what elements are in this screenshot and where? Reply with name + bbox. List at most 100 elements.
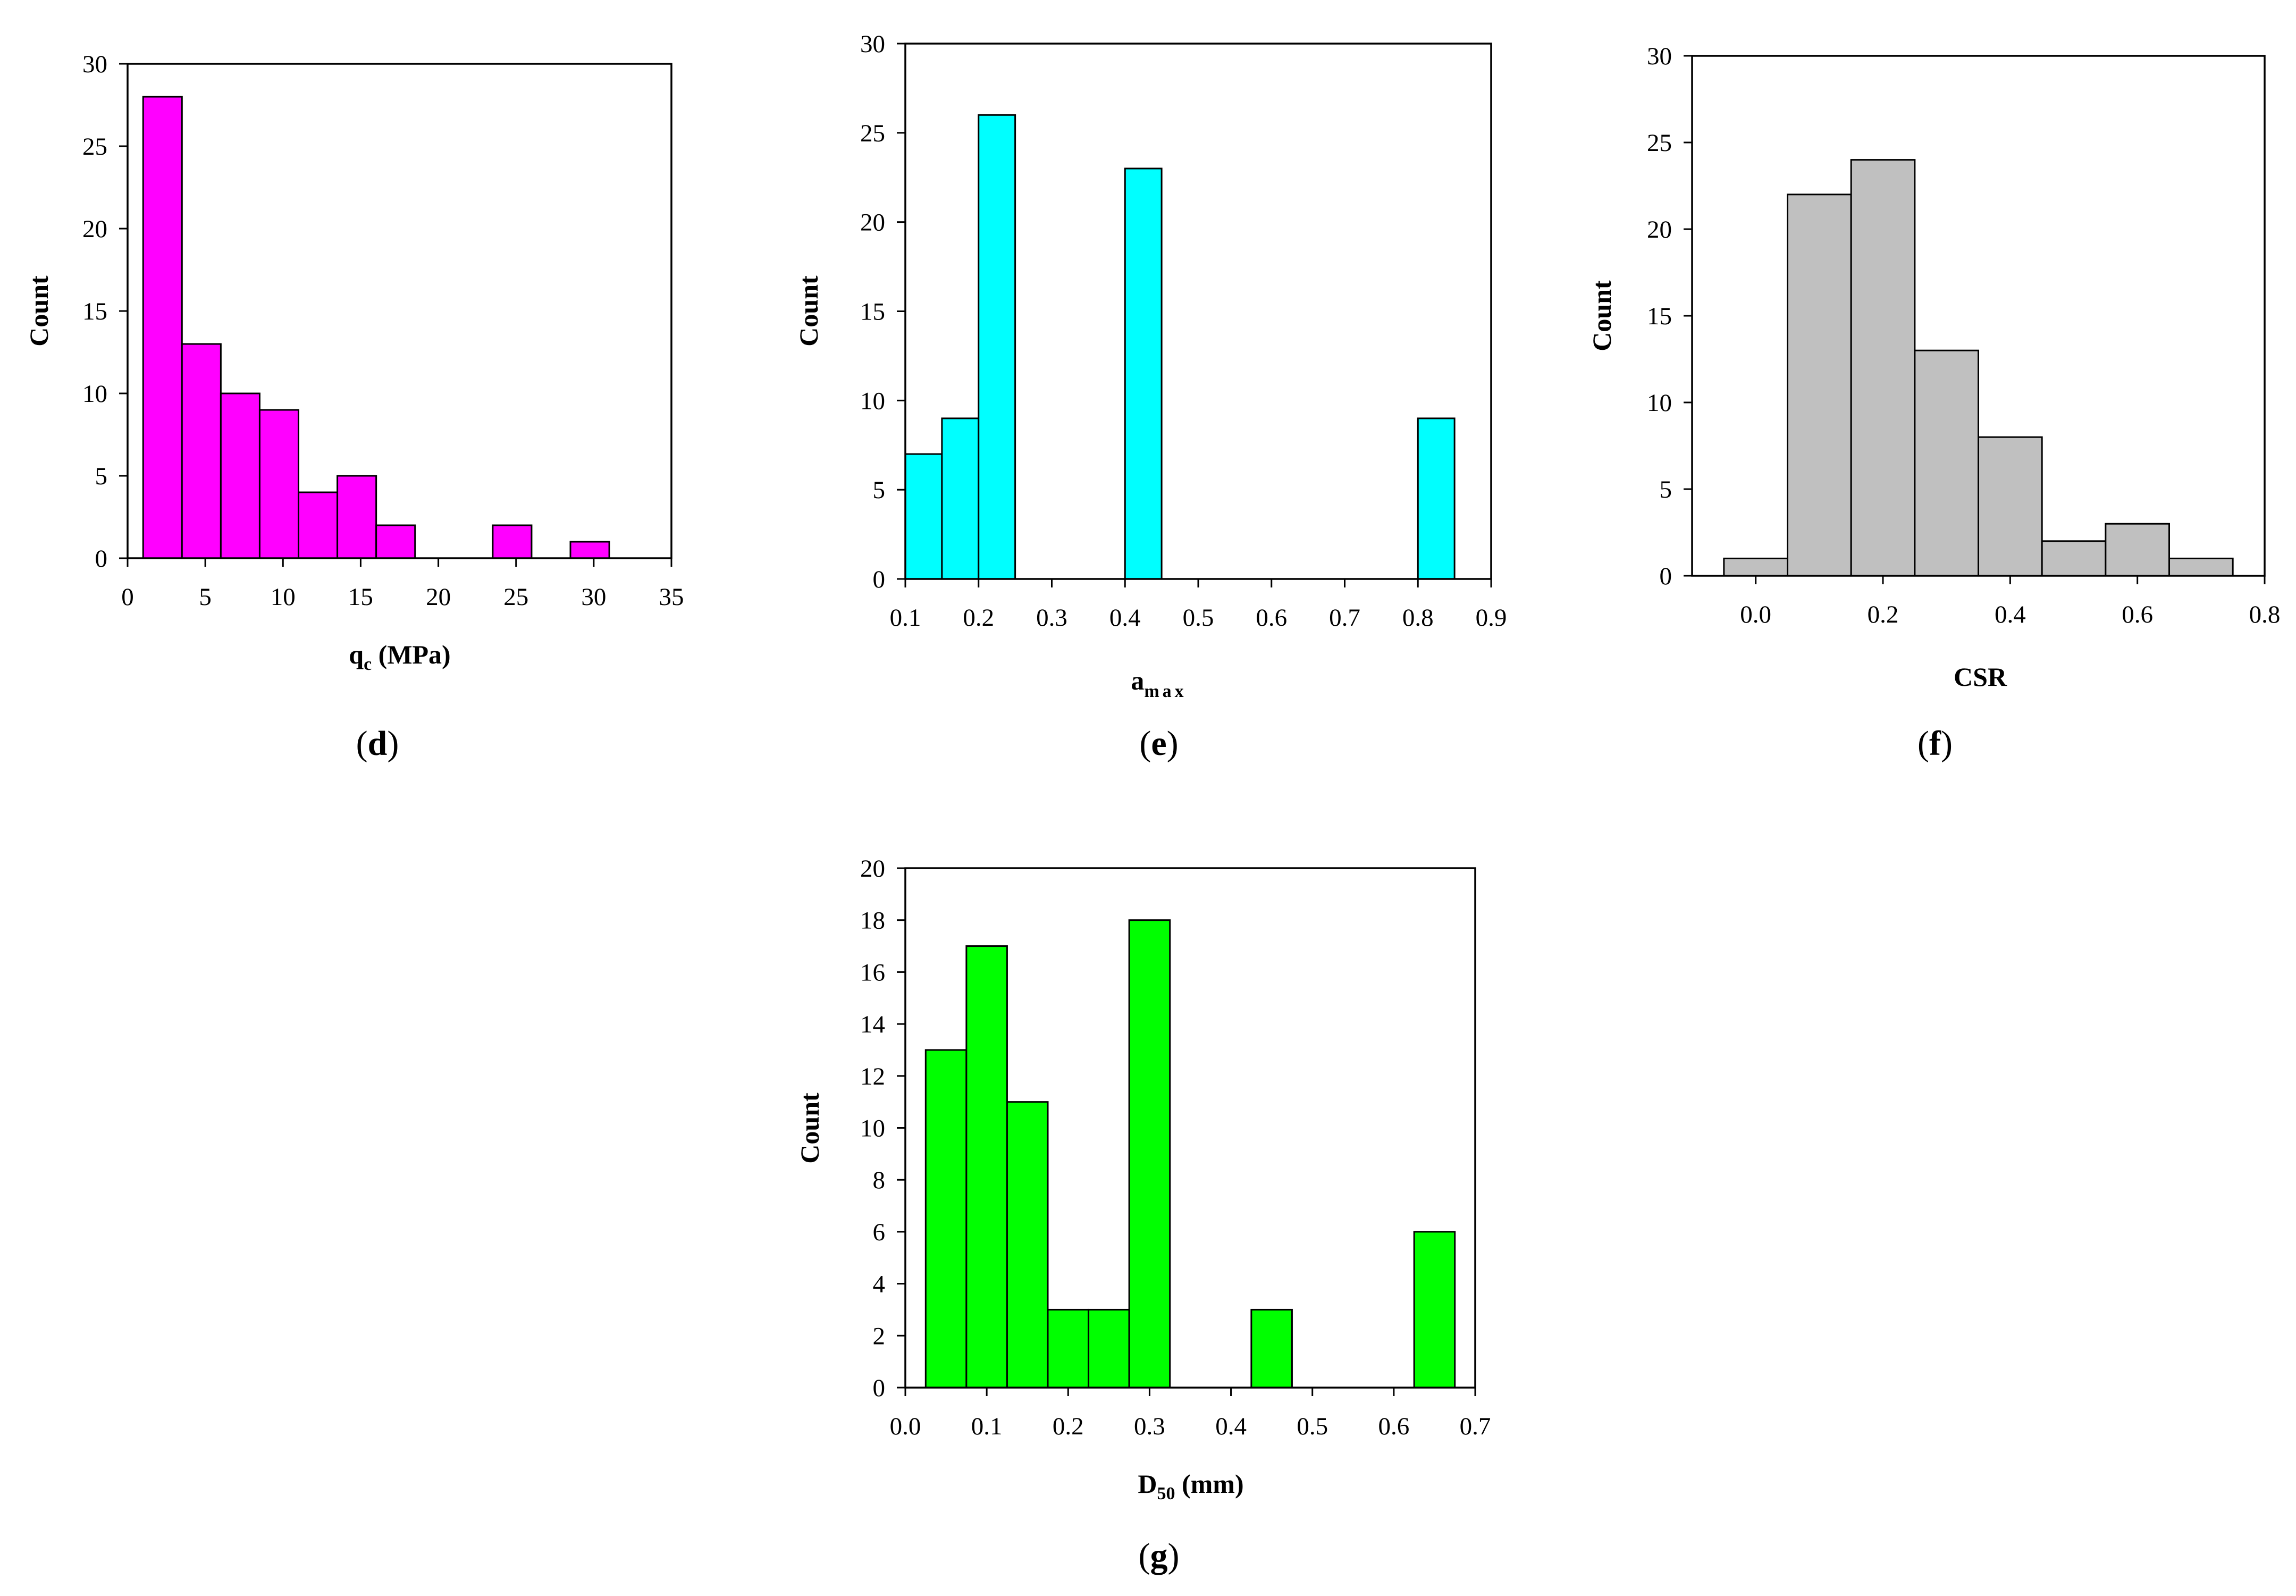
panel-e-bar-14	[1417, 417, 1456, 580]
panel-f-y-axis-title: Count	[1587, 280, 1617, 351]
panel-e-x-tick-label-0: 0.1	[890, 604, 921, 632]
panel-f-caption: (f)	[1917, 724, 1953, 763]
panel-g-y-axis: 0 2 4 6 8 10 12 14 16 18 20	[860, 855, 905, 1402]
panel-f-bar-1	[1787, 194, 1852, 577]
panel-e-x-tick-label-4: 0.5	[1183, 604, 1214, 632]
panel-d-bar-11	[569, 541, 610, 559]
panel-e-y-tick-label-3: 15	[860, 298, 885, 326]
panel-e-bars	[904, 114, 1456, 580]
panel-f-y-axis: 0 5 10 15 20 25 30	[1647, 43, 1692, 590]
panel-g-x-tick-label-4: 0.4	[1215, 1413, 1247, 1440]
panel-g-y-tick-label-9: 18	[860, 907, 885, 935]
panel-d-y-tick-label-3: 15	[82, 298, 107, 325]
panel-d-y-tick-label-4: 20	[82, 215, 107, 243]
panel-g-x-tick-label-2: 0.2	[1053, 1413, 1084, 1440]
panel-e-bar-1	[941, 417, 980, 580]
panel-d-x-axis-title: qc (MPa)	[349, 640, 450, 674]
panel-e-bar-2	[978, 114, 1016, 580]
panel-g-y-tick-label-3: 6	[873, 1219, 886, 1246]
panel-g-bar-2	[1006, 1101, 1049, 1389]
panel-f-y-tick-label-6: 30	[1647, 43, 1672, 70]
panel-e-x-axis: 0.1 0.2 0.3 0.4 0.5 0.6 0.7 0.8 0.9	[890, 579, 1507, 632]
panel-g-x-axis-title: D50 (mm)	[1138, 1469, 1243, 1503]
panel-g-x-tick-label-3: 0.3	[1134, 1413, 1165, 1440]
panel-g-y-tick-label-2: 4	[873, 1271, 886, 1298]
panel-d-x-axis: 0 5 10 15 20 25 30 35	[121, 558, 684, 611]
panel-f-x-axis-title: CSR	[1954, 662, 2007, 692]
panel-e-x-tick-label-6: 0.7	[1329, 604, 1360, 632]
panel-d-bar-9	[492, 524, 533, 559]
panel-e-y-tick-label-1: 5	[873, 476, 886, 504]
panel-d-x-tick-label-1: 5	[199, 583, 212, 611]
panel-e-x-tick-label-7: 0.8	[1402, 604, 1434, 632]
panel-d-y-tick-label-6: 30	[82, 51, 107, 78]
panel-f-y-tick-label-2: 10	[1647, 389, 1672, 417]
panel-g-bar-3	[1047, 1308, 1090, 1389]
panel-f-x-tick-label-2: 0.4	[1995, 601, 2026, 628]
panel-e-y-tick-label-4: 20	[860, 209, 885, 237]
panel-f-x-tick-label-0: 0.0	[1740, 601, 1771, 628]
panel-e-y-tick-label-5: 25	[860, 120, 885, 147]
panel-g-caption: (g)	[1139, 1536, 1180, 1575]
panel-g-y-tick-label-1: 2	[873, 1322, 886, 1350]
panel-g-y-tick-label-7: 14	[860, 1011, 885, 1038]
panel-g-x-tick-label-5: 0.5	[1297, 1413, 1328, 1440]
panel-d-bars	[142, 96, 610, 559]
panel-g-y-tick-label-8: 16	[860, 959, 885, 986]
panel-f-bars	[1723, 159, 2234, 577]
panel-g-x-tick-label-0: 0.0	[890, 1413, 921, 1440]
panel-g-bar-8	[1250, 1308, 1293, 1389]
panel-g-y-tick-label-4: 8	[873, 1166, 886, 1194]
panel-d-x-tick-label-6: 30	[581, 583, 606, 611]
panel-e-y-axis-title: Count	[794, 275, 823, 347]
panel-g-x-axis: 0.0 0.1 0.2 0.3 0.4 0.5 0.6 0.7	[890, 1388, 1491, 1440]
panel-f-bar-7	[2168, 557, 2234, 577]
panel-g-y-axis-title: Count	[795, 1093, 825, 1164]
panel-f-x-tick-label-3: 0.6	[2122, 601, 2153, 628]
panel-e-x-axis-title: amax	[1131, 666, 1187, 701]
panel-d-qc-histogram: 0 5 10 15 20 25 30 0 5 10 15 20 25 30 35 Count qc (MP…	[24, 51, 684, 763]
panel-e-y-tick-label-6: 30	[860, 30, 885, 58]
panel-d-y-axis-title: Count	[24, 275, 54, 347]
panel-g-x-tick-label-7: 0.7	[1460, 1413, 1491, 1440]
panel-e-x-tick-label-5: 0.6	[1256, 604, 1287, 632]
panel-f-y-tick-label-3: 15	[1647, 303, 1672, 330]
panel-d-x-tick-label-7: 35	[659, 583, 684, 611]
panel-f-y-tick-label-5: 25	[1647, 129, 1672, 157]
panel-e-x-tick-label-2: 0.3	[1036, 604, 1067, 632]
panel-d-bar-1	[181, 343, 222, 559]
panel-d-y-tick-label-5: 25	[82, 133, 107, 161]
panel-f-x-tick-label-4: 0.8	[2249, 601, 2281, 628]
panel-f-y-tick-label-4: 20	[1647, 216, 1672, 243]
panel-g-bar-12	[1413, 1231, 1456, 1389]
panel-d-x-tick-label-0: 0	[121, 583, 134, 611]
panel-f-bar-3	[1914, 349, 1979, 577]
panel-e-x-tick-label-3: 0.4	[1109, 604, 1141, 632]
panel-g-bars	[924, 919, 1456, 1389]
panel-d-x-tick-label-3: 15	[348, 583, 373, 611]
panel-e-bar-6	[1124, 167, 1163, 580]
panel-g-y-tick-label-0: 0	[873, 1374, 886, 1402]
panel-d-bar-2	[220, 392, 260, 559]
panel-d-x-tick-label-5: 25	[503, 583, 528, 611]
panel-d-x-tick-label-4: 20	[426, 583, 451, 611]
panel-d-bar-5	[337, 475, 377, 559]
panel-g-y-tick-label-10: 20	[860, 855, 885, 883]
panel-d-bar-6	[375, 524, 416, 559]
panel-g-x-tick-label-6: 0.6	[1378, 1413, 1409, 1440]
panel-d-x-tick-label-2: 10	[271, 583, 296, 611]
panel-d-bar-3	[258, 409, 300, 559]
panel-e-y-axis: 0 5 10 15 20 25 30	[860, 30, 905, 593]
panel-e-bar-0	[904, 453, 943, 580]
panel-f-csr-histogram: 0 5 10 15 20 25 30 0.0 0.2 0.4 0.6 0.8 Count CSR (…	[1587, 43, 2280, 763]
panel-f-x-axis: 0.0 0.2 0.4 0.6 0.8	[1740, 576, 2280, 628]
panel-d-caption: (d)	[356, 724, 399, 763]
panel-g-y-tick-label-5: 10	[860, 1115, 885, 1143]
panel-f-y-tick-label-0: 0	[1660, 562, 1672, 590]
panel-e-x-tick-label-8: 0.9	[1476, 604, 1507, 632]
panel-g-bar-4	[1088, 1308, 1130, 1389]
panel-g-x-tick-label-1: 0.1	[971, 1413, 1003, 1440]
panel-f-bar-4	[1978, 436, 2043, 577]
